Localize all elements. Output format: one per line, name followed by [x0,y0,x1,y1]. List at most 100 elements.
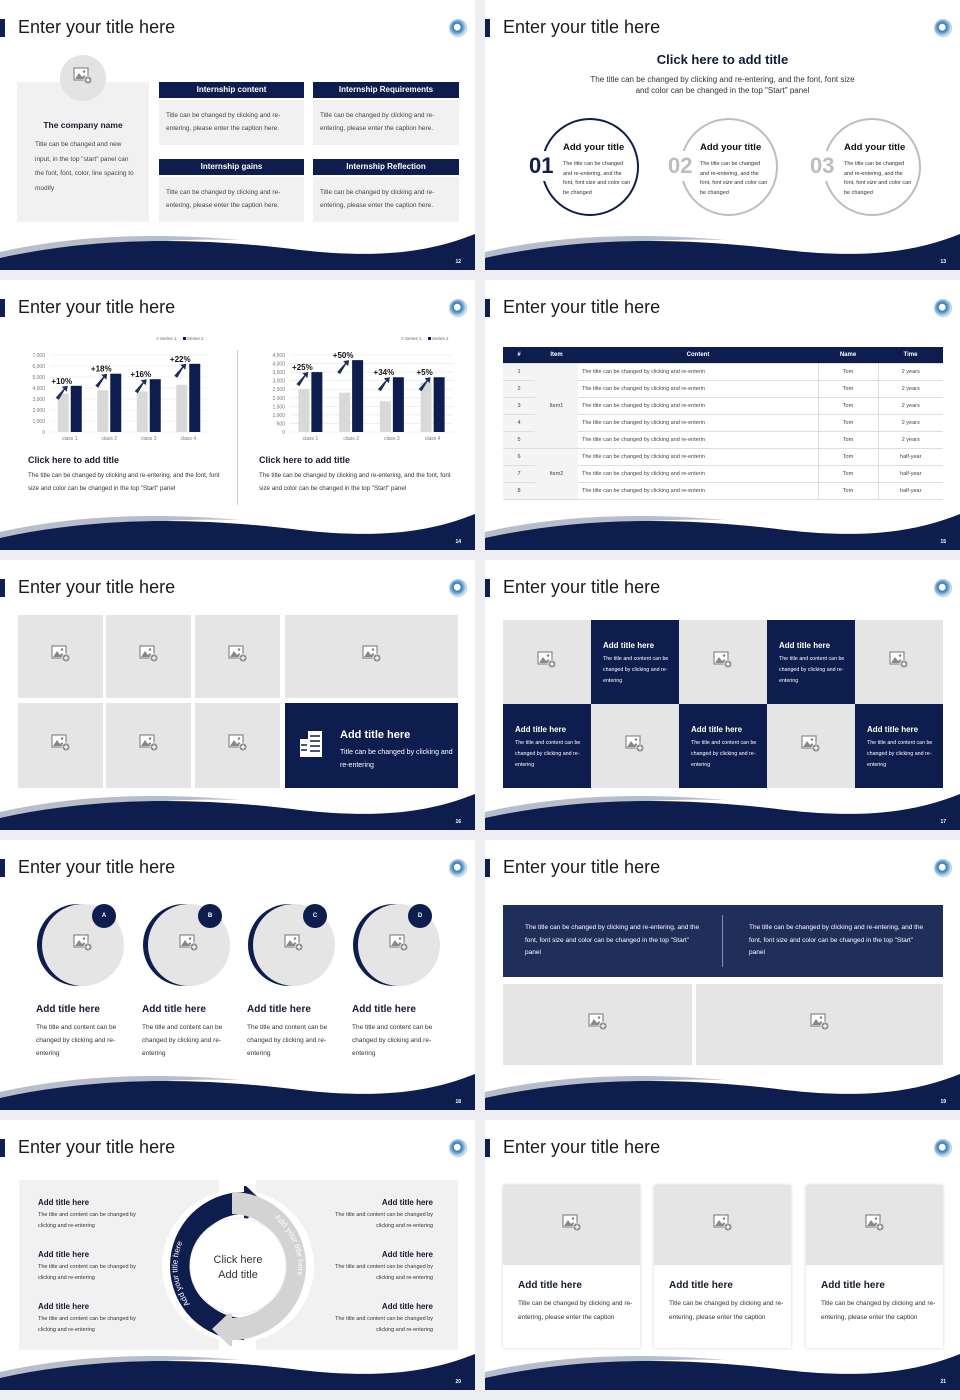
cell-name: Tom [818,414,879,432]
growth-arrow-icon [55,385,68,400]
page-number: 12 [455,259,461,265]
box-header: Internship Requirements [313,82,459,98]
slide-title[interactable]: Enter your title here [503,857,661,877]
image-placeholder[interactable] [696,984,943,1065]
image-icon [712,1213,733,1237]
bar-series-2 [110,373,122,432]
card-text: Title can be changed by clicking and re-… [669,1300,784,1321]
y-tick-label: 3,500 [272,370,285,376]
slide-title[interactable]: Enter your title here [503,297,661,317]
image-placeholder[interactable] [679,620,767,704]
col-header: Time [878,347,943,364]
logo-icon [934,579,952,597]
image-placeholder[interactable] [855,620,943,704]
text-tile: Add title here The title and content can… [855,704,943,788]
image-placeholder[interactable] [806,1185,943,1265]
image-placeholder[interactable] [195,703,280,788]
company-image-placeholder[interactable] [60,55,106,101]
section-heading: Click here to add title [656,52,789,67]
y-tick-label: 7,000 [32,353,45,359]
slide-17[interactable]: Add title here The title and content can… [485,560,960,830]
slide-12[interactable]: The company name Title can be changed an… [0,0,475,270]
item-text: The title and content can be changed by … [142,1024,223,1057]
image-placeholder[interactable] [591,704,679,788]
bar-series-1 [339,392,351,432]
right-item-title: Add title here [381,1198,433,1207]
slide-title[interactable]: Enter your title here [18,857,176,877]
image-icon [889,650,909,674]
image-placeholder[interactable] [767,704,855,788]
image-icon [361,645,382,668]
slide-14[interactable]: 0 1,000 2,000 3,000 4,000 5,000 6,000 7,000 clas… [0,280,475,550]
image-placeholder[interactable] [148,904,230,986]
circle-number: 03 [810,151,835,181]
slide-18[interactable]: A Add title here The title and content c… [0,840,475,1110]
box-text: Title can be changed by clicking and re-… [313,177,459,222]
slide-title[interactable]: Enter your title here [503,17,661,37]
badge: B [198,904,222,928]
col-header: Content [578,347,818,364]
slide-title[interactable]: Enter your title here [18,17,176,37]
image-icon [587,1013,608,1036]
bar-series-2 [149,379,161,432]
cell-name: Tom [818,482,879,500]
image-placeholder[interactable] [503,984,692,1065]
legend-swatch [156,337,159,340]
image-placeholder[interactable] [18,615,103,698]
image-icon [50,645,71,668]
cell-index: 1 [503,363,535,381]
slide-16[interactable]: Add title here Title can be changed by c… [0,560,475,830]
slide-title[interactable]: Enter your title here [18,577,176,597]
text-tile: Add title here The title and content can… [767,620,855,704]
growth-arrow-icon [95,373,108,388]
slide-title[interactable]: Enter your title here [18,297,176,317]
image-placeholder[interactable] [503,620,591,704]
logo-icon [934,19,952,37]
right-item-text: The title and content can be changed by … [335,1316,433,1333]
table-row: 2 The title can be changed by clicking an… [503,380,943,398]
legend-swatch [183,337,186,340]
image-placeholder[interactable] [106,703,191,788]
left-item-title: Add title here [38,1302,90,1311]
x-tick-label: class 1 [303,436,319,442]
feature-title: Add title here [340,729,411,741]
logo-icon [449,1139,467,1157]
chart-caption-text: The title can be changed by clicking and… [28,472,220,492]
table-row: 6 Item2 The title can be changed by clicki… [503,448,943,500]
image-icon [50,734,71,757]
table-row: 8 The title can be changed by clicking an… [503,482,943,500]
image-placeholder[interactable] [654,1185,791,1265]
banner-divider [722,915,723,967]
image-placeholder[interactable] [18,703,103,788]
banner-text: The title can be changed by clicking and… [749,924,924,956]
image-placeholder[interactable] [503,1185,640,1265]
slide-13[interactable]: Click here to add title The title can be… [485,0,960,270]
cell-time: half-year [878,465,943,483]
slide-title[interactable]: Enter your title here [18,1137,176,1157]
logo-icon [449,859,467,877]
slide-15[interactable]: # Item Content Name Time 1 Item1 The title… [485,280,960,550]
image-placeholder[interactable] [106,615,191,698]
image-placeholder[interactable] [285,615,458,698]
growth-label: +18% [91,365,112,374]
slide-19[interactable]: The title can be changed by clicking and… [485,840,960,1110]
bar-chart-1: 0 1,000 2,000 3,000 4,000 5,000 6,000 7,000 clas… [32,336,208,442]
card-text: Title can be changed by clicking and re-… [821,1300,936,1321]
page-number: 20 [455,1379,461,1385]
slide-title[interactable]: Enter your title here [503,577,661,597]
y-tick-label: 4,500 [272,353,285,359]
cell-content: The title can be changed by clicking and… [578,414,819,432]
slide-21[interactable]: Add title here Title can be changed by c… [485,1120,960,1390]
image-icon [809,1013,830,1036]
title-accent-bar [0,299,5,317]
image-placeholder[interactable] [195,615,280,698]
slide-20[interactable]: Add title here The title and content can… [0,1120,475,1390]
y-tick-label: 4,000 [32,386,45,392]
image-icon [561,1213,582,1237]
center-circle [189,1217,287,1315]
y-tick-label: 500 [277,421,286,427]
title-accent-bar [485,1139,490,1157]
slide-title[interactable]: Enter your title here [503,1137,661,1157]
chart-caption-title: Click here to add title [259,455,351,465]
bar-series-2 [70,385,82,432]
